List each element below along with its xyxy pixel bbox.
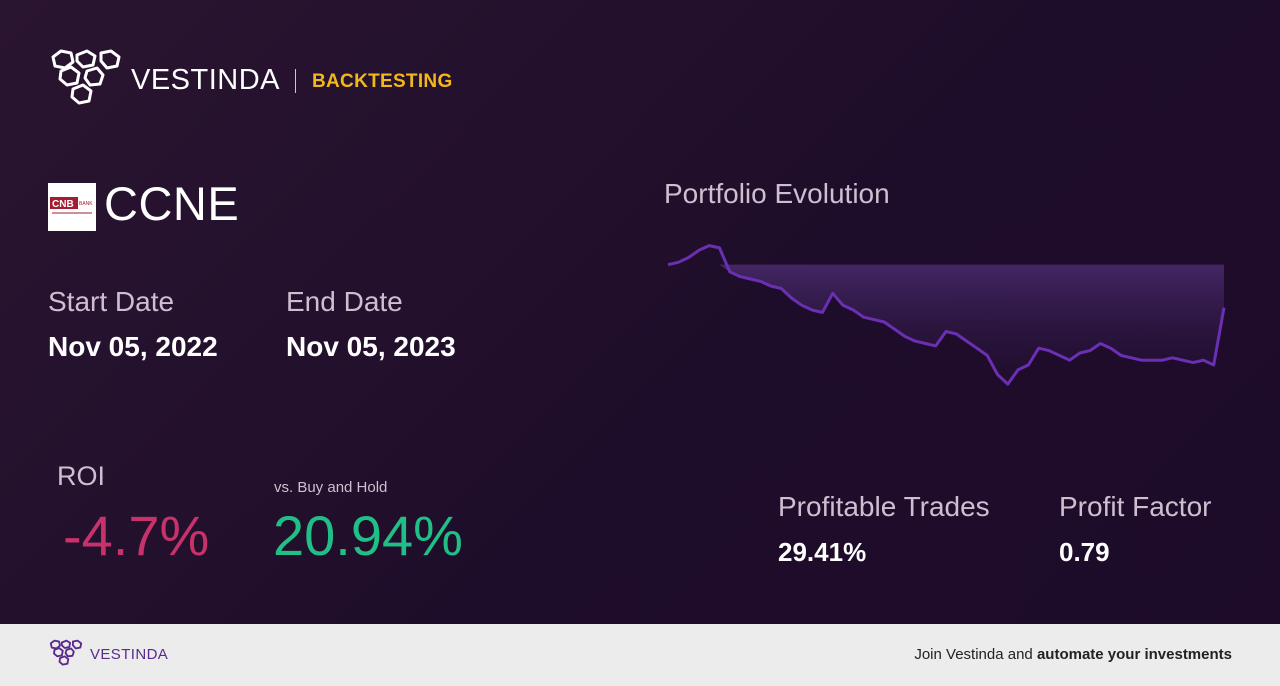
ticker-symbol: CCNE (104, 177, 240, 230)
vestinda-logo-icon (51, 49, 121, 105)
svg-text:CNB: CNB (52, 199, 74, 210)
chart-title: Portfolio Evolution (664, 178, 890, 209)
portfolio-chart (667, 244, 1226, 386)
cnb-bank-logo-icon: CNB BANK (48, 183, 96, 231)
footer-cta[interactable]: Join Vestinda and automate your investme… (914, 646, 1232, 663)
vestinda-footer-logo-icon (49, 639, 83, 666)
roi-label: ROI (57, 461, 106, 491)
portfolio-line (667, 244, 1226, 386)
roi-value: -4.7% (63, 504, 210, 567)
svg-text:BANK: BANK (79, 201, 93, 207)
profitable-trades-label: Profitable Trades (778, 491, 990, 522)
profitable-trades-value: 29.41% (778, 537, 867, 567)
profit-factor-value: 0.79 (1059, 537, 1110, 567)
portfolio-area (668, 264, 1224, 385)
footer-cta-bold: automate your investments (1036, 646, 1232, 663)
start-date-label: Start Date (48, 286, 175, 317)
footer-cta-prefix: Join Vestinda and (914, 646, 1037, 663)
section-label: BACKTESTING (312, 71, 453, 92)
footer (0, 624, 1280, 686)
footer-brand: VESTINDA (90, 646, 169, 663)
brand-name: VESTINDA (131, 64, 281, 96)
buy-hold-value: 20.94% (273, 504, 463, 567)
start-date-value: Nov 05, 2022 (48, 331, 218, 362)
profit-factor-label: Profit Factor (1059, 491, 1212, 522)
end-date-label: End Date (286, 286, 403, 317)
buy-hold-label: vs. Buy and Hold (274, 479, 388, 496)
brand-divider (295, 69, 296, 93)
end-date-value: Nov 05, 2023 (286, 331, 456, 362)
